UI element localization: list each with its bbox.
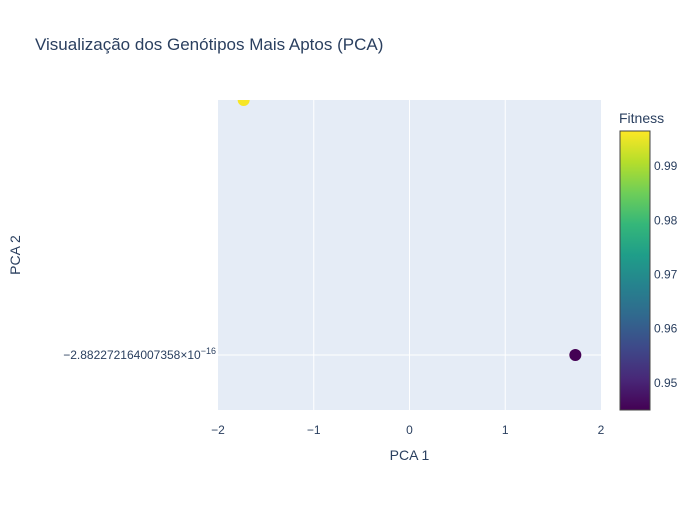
y-tick-label: −2.882272164007358×10−16 [63, 346, 216, 362]
x-tick-label: −1 [307, 423, 321, 437]
colorbar-tick-label: 0.98 [654, 213, 678, 227]
x-tick-label: 1 [502, 423, 509, 437]
y-tick-labels: −2.882272164007358×10−16 [63, 346, 216, 362]
colorbar-tick-label: 0.97 [654, 268, 678, 282]
data-points [237, 94, 582, 361]
colorbar-title: Fitness [619, 110, 664, 126]
x-tick-labels: −2 −1 0 1 2 [211, 423, 605, 437]
scatter-point[interactable] [237, 94, 250, 106]
x-tick-label: 2 [598, 423, 605, 437]
y-axis-title: PCA 2 [7, 235, 23, 275]
colorbar-tick-label: 0.99 [654, 159, 678, 173]
grid-lines [218, 100, 601, 410]
x-tick-label: 0 [406, 423, 413, 437]
scatter-point[interactable] [569, 349, 582, 361]
colorbar-tick-labels: 0.95 0.96 0.97 0.98 0.99 [654, 159, 678, 390]
chart-title: Visualização dos Genótipos Mais Aptos (P… [35, 35, 383, 54]
colorbar [619, 130, 651, 411]
x-tick-label: −2 [211, 423, 225, 437]
x-axis-title: PCA 1 [390, 447, 430, 463]
colorbar-tick-label: 0.96 [654, 322, 678, 336]
colorbar-tick-label: 0.95 [654, 376, 678, 390]
